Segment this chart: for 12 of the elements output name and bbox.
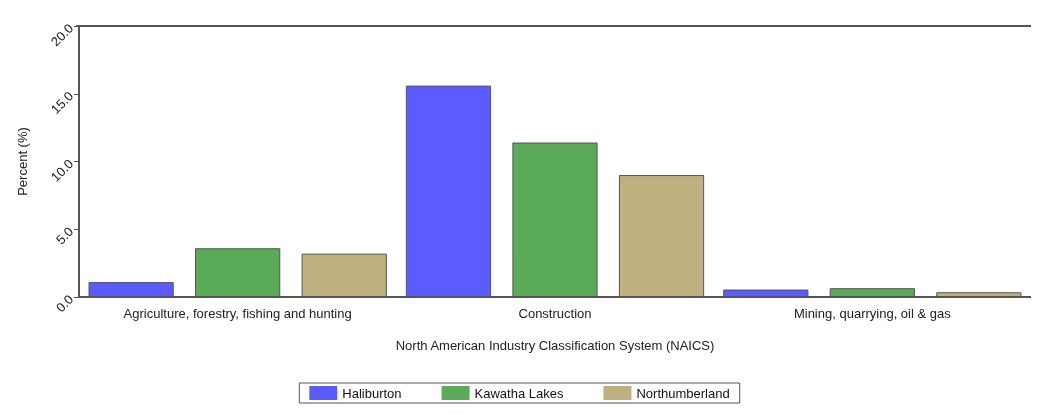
y-tick-label: 0.0 (52, 291, 77, 316)
legend-label: Kawatha Lakes (474, 385, 564, 401)
x-tick-label: Construction (518, 306, 592, 321)
y-tick-label: 15.0 (47, 88, 77, 117)
legend-label: Northumberland (636, 385, 730, 401)
y-tick-label: 10.0 (47, 156, 77, 185)
legend-label: Haliburton (342, 385, 402, 401)
x-tick-label: Agriculture, forestry, fishing and hunting (123, 306, 352, 321)
y-axis-title: Percent (%) (15, 127, 30, 196)
x-tick-label: Mining, quarrying, oil & gas (793, 306, 952, 321)
x-axis-title: North American Industry Classification System (NAICS) (395, 338, 715, 353)
y-tick-label: 5.0 (52, 223, 77, 248)
